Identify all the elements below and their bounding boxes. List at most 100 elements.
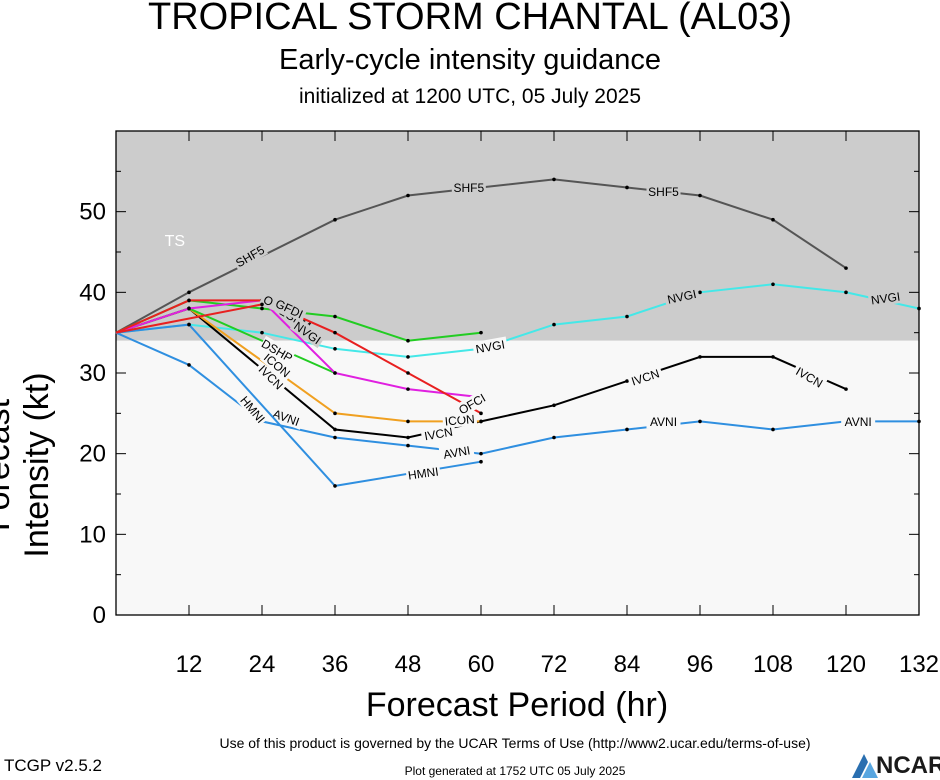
series-label-hmni: HMNI: [405, 463, 442, 483]
series-point-avni: [333, 435, 337, 440]
series-point-ivcn: [552, 403, 556, 408]
series-point-gfdi: [260, 302, 264, 307]
series-point-avni: [698, 419, 702, 424]
series-label-avni: AVNI: [646, 414, 681, 429]
series-point-icon: [406, 419, 410, 424]
series-label-text: AVNI: [442, 443, 471, 461]
chart-init-time: initialized at 1200 UTC, 05 July 2025: [298, 85, 642, 108]
series-label-text: NVGI: [666, 287, 698, 307]
series-label-text: NVGI: [870, 290, 901, 308]
series-label-background: [420, 423, 457, 444]
y-tick-label: 20: [79, 441, 106, 468]
series-point-icon: [333, 411, 337, 416]
series-point-avni: [552, 435, 556, 440]
series-label-background: [405, 463, 442, 483]
series-point-ivcn: [698, 355, 702, 359]
series-point-shf5: [698, 193, 702, 198]
series-point-avni: [187, 363, 191, 367]
series-point-shf5: [187, 290, 191, 295]
ncar-logo-text: NCAR: [876, 752, 940, 779]
plot-generated-text: Plot generated at 1752 UTC 05 July 2025: [404, 764, 626, 778]
series-point-ofci: [187, 298, 191, 303]
series-point-shf5: [771, 217, 775, 222]
series-label-ivcn: IVCN: [420, 423, 457, 444]
x-tick-label: 120: [826, 651, 866, 678]
series-label-text: IVCN: [423, 425, 454, 444]
version-label: TCGP v2.5.2: [4, 756, 102, 775]
series-label-text: SHF5: [453, 181, 484, 195]
series-point-ofci: [406, 371, 410, 375]
series-label-text: HMNI: [407, 464, 439, 482]
x-tick-label: 72: [541, 651, 568, 678]
x-tick-label: 96: [687, 651, 714, 678]
series-label-background: [646, 184, 681, 199]
x-axis-label: Forecast Period (hr): [365, 686, 669, 724]
series-label-background: [451, 180, 486, 195]
chart-title: TROPICAL STORM CHANTAL (AL03): [147, 0, 792, 38]
series-point-avni: [406, 443, 410, 448]
terms-of-use-text[interactable]: Use of this product is governed by the U…: [219, 735, 811, 751]
series-label-background: [231, 241, 269, 271]
series-label-avni: AVNI: [438, 442, 475, 462]
series-label-background: [791, 362, 828, 392]
series-point-lgem: [479, 330, 483, 335]
series-point-shf5: [625, 185, 629, 190]
series-point-hmni: [333, 484, 337, 488]
series-point-shf5: [552, 177, 556, 182]
series-point-nvgi: [698, 290, 702, 295]
x-tick-label: 132: [899, 651, 939, 678]
intensity-band-below-ts: [116, 340, 919, 615]
series-label-nvgi: NVGI: [663, 285, 700, 307]
series-point-ivcn: [625, 379, 629, 383]
series-point-ofci: [333, 330, 337, 335]
series-label-background: [254, 360, 289, 395]
series-point-ivcn: [771, 355, 775, 359]
y-tick-label: 50: [79, 199, 106, 226]
series-label-background: [236, 391, 270, 427]
x-tick-label: 36: [322, 651, 349, 678]
series-point-nvgi: [552, 322, 556, 327]
y-tick-label: 10: [79, 521, 106, 548]
series-label-nvgi: NVGI: [472, 336, 509, 356]
series-point-nvgi: [333, 371, 337, 375]
x-tick-label: 12: [176, 651, 203, 678]
series-label-background: [442, 411, 478, 429]
series-label-text: AVNI: [845, 415, 872, 429]
series-point-nvgi: [260, 330, 264, 335]
series-label-background: [453, 389, 491, 419]
series-point-icon: [479, 419, 483, 424]
series-line-nvgi: [115, 283, 920, 358]
x-tick-label: 108: [753, 651, 793, 678]
series-point-avni: [625, 427, 629, 432]
series-label-background: [626, 365, 664, 389]
series-point-nvgi: [406, 387, 410, 391]
series-line-gfdi: [115, 303, 263, 334]
series-label-background: [271, 294, 308, 322]
series-point-shf5: [406, 193, 410, 198]
x-tick-label: 60: [468, 651, 495, 678]
series-point-avni: [479, 451, 483, 456]
series-label-background: [438, 442, 475, 462]
series-point-nvgi: [625, 314, 629, 319]
x-tick-label: 24: [249, 651, 276, 678]
series-label-nvgi: NVGI: [867, 288, 904, 308]
series-label-background: [867, 288, 904, 308]
series-point-ivcn: [406, 435, 410, 440]
series-label-text: ICON: [444, 412, 475, 429]
series-point-nvgi: [406, 355, 410, 359]
series-label-background: [259, 348, 295, 382]
series-point-ivcn: [844, 387, 848, 391]
series-point-ivcn: [333, 427, 337, 432]
y-tick-label: 0: [93, 602, 106, 629]
series-line-nvgi: [115, 299, 482, 399]
series-label-background: [289, 317, 326, 349]
series-label-background: [841, 414, 876, 429]
x-tick-label: 84: [614, 651, 641, 678]
series-label-avni: AVNI: [841, 414, 876, 429]
band-label-ts: TS: [165, 233, 185, 250]
series-point-shf5: [844, 266, 848, 270]
series-point-hmni: [187, 322, 191, 327]
series-point-nvgi: [333, 347, 337, 351]
series-point-hmni: [479, 459, 483, 464]
series-label-background: [646, 414, 681, 429]
